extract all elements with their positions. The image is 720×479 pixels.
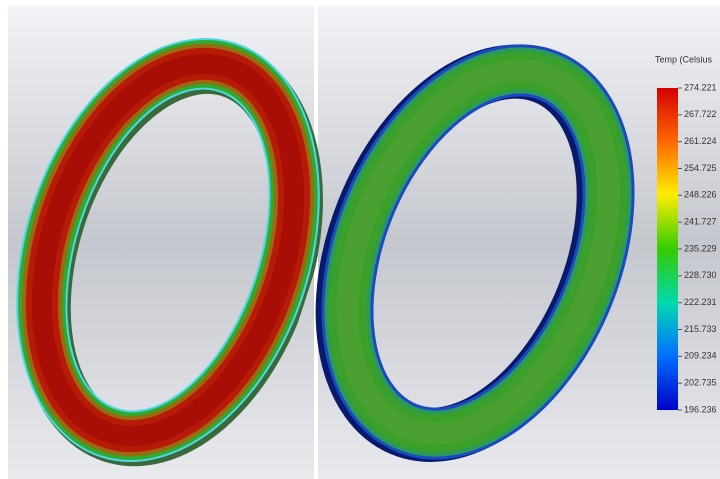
legend-label: 228.730 [684, 270, 717, 280]
screenshot: Temp (Celsius 274.221 267.722 261.224 254.7… [0, 0, 720, 479]
legend-label: 261.224 [684, 136, 717, 146]
legend-title: Temp (Celsius [655, 54, 713, 64]
legend-label: 196.236 [684, 404, 717, 414]
legend-label: 235.229 [684, 243, 717, 253]
legend-label: 222.231 [684, 297, 717, 307]
legend-label: 267.722 [684, 109, 717, 119]
legend-label: 209.234 [684, 351, 717, 361]
legend-label: 241.727 [684, 217, 717, 227]
legend-label: 202.735 [684, 378, 717, 388]
legend-label: 248.226 [684, 190, 717, 200]
legend-label: 215.733 [684, 324, 717, 334]
color-bar [657, 88, 678, 410]
legend-label: 254.725 [684, 163, 717, 173]
legend-label: 274.221 [684, 82, 717, 92]
